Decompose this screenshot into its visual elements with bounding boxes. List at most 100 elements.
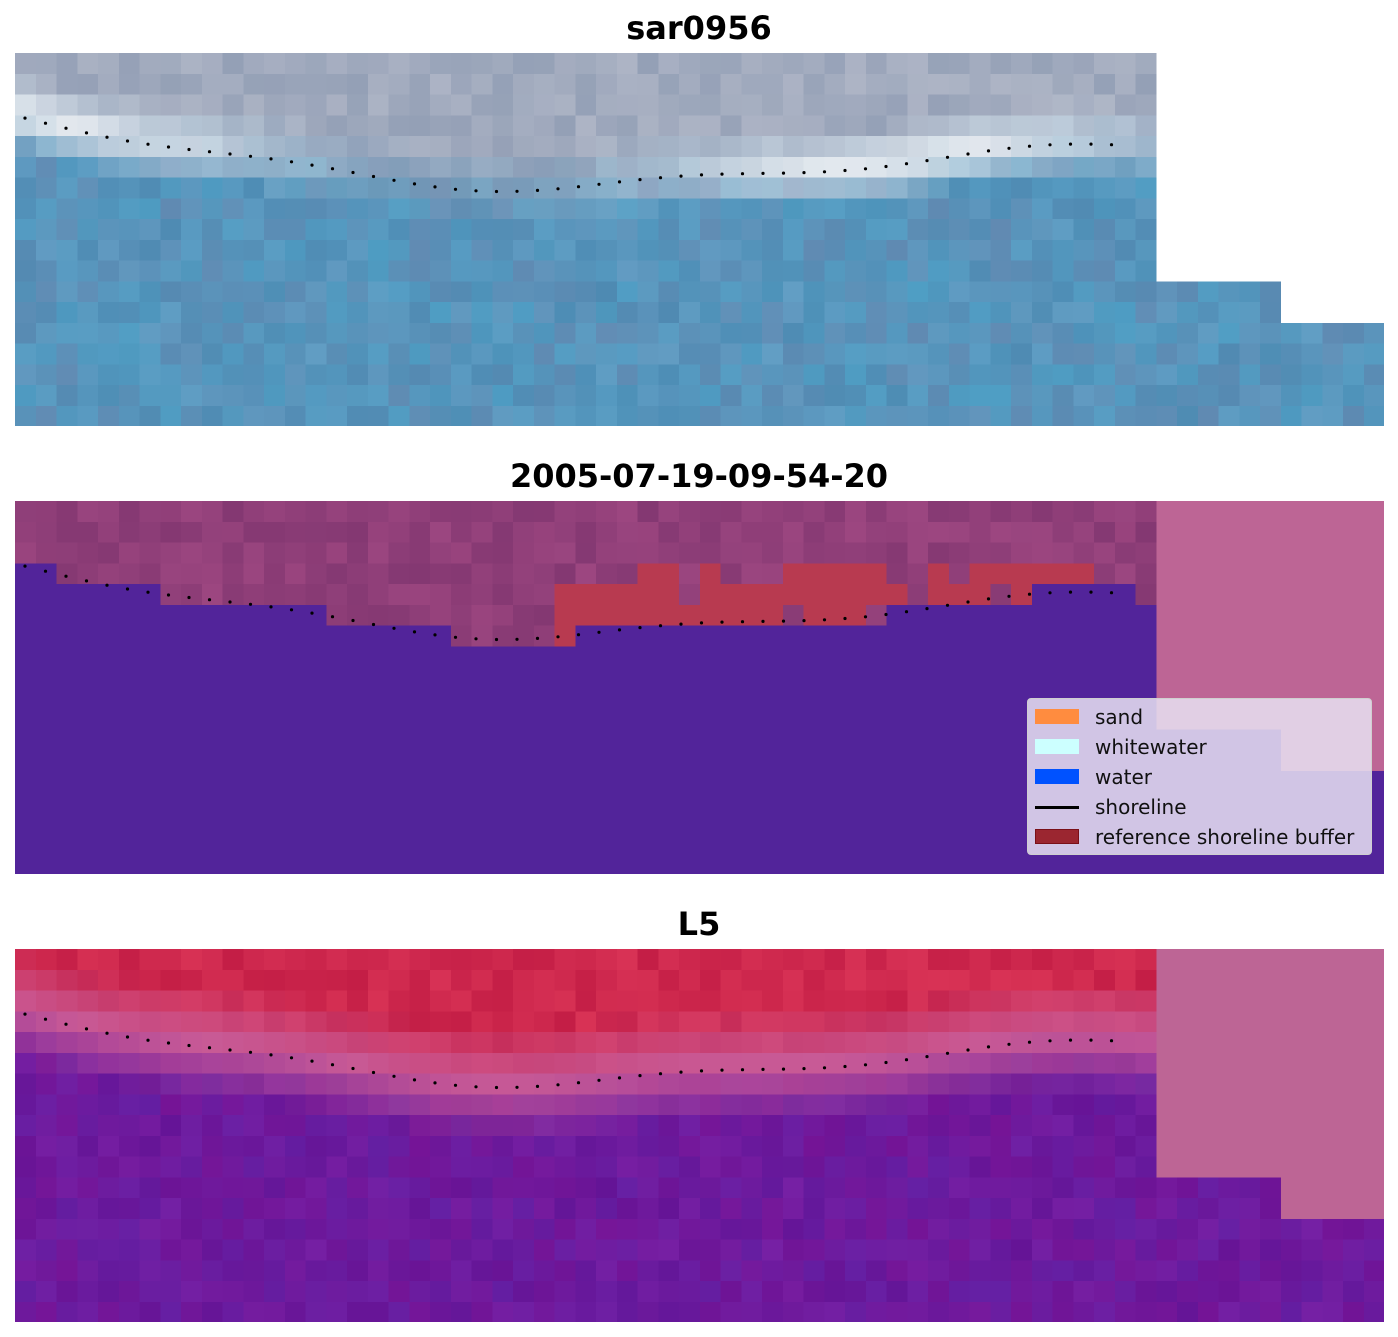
shoreline-point — [617, 1076, 622, 1080]
shoreline-point — [1089, 142, 1093, 146]
shoreline-point — [843, 1064, 847, 1069]
legend-label-sand: sand — [1095, 705, 1144, 729]
shoreline-point — [228, 1048, 232, 1052]
shoreline-point — [310, 163, 314, 167]
shoreline-point — [433, 633, 437, 637]
shoreline-point — [166, 1041, 171, 1045]
shoreline-point — [1089, 590, 1093, 594]
shoreline-point — [863, 615, 868, 619]
shoreline-point — [330, 615, 335, 619]
shoreline-point — [1109, 591, 1114, 595]
shoreline-point — [84, 579, 89, 583]
shoreline-point — [64, 1022, 68, 1026]
shoreline-point — [597, 182, 601, 186]
shoreline-point — [228, 152, 232, 156]
shoreline-point — [966, 1048, 970, 1052]
legend-item-shoreline: shoreline — [1028, 791, 1371, 821]
shoreline-point — [761, 1067, 765, 1071]
shoreline-point — [412, 182, 417, 186]
shoreline-point — [125, 139, 130, 143]
shoreline-point — [740, 172, 745, 176]
shoreline-point — [371, 622, 376, 627]
panel-title-index: L5 — [677, 905, 721, 943]
shoreline-point — [23, 116, 27, 120]
shoreline-point — [904, 1058, 909, 1062]
shoreline-point — [207, 150, 212, 154]
shoreline-point — [166, 593, 171, 597]
legend-label-whitewater: whitewater — [1095, 735, 1207, 759]
shoreline-dots — [23, 116, 1114, 194]
reference-buffer-swatch — [1035, 829, 1079, 844]
shoreline-point — [1109, 143, 1114, 147]
classification-image-panel — [15, 501, 1384, 874]
shoreline-point — [289, 160, 294, 164]
shoreline-point — [1027, 592, 1032, 596]
shoreline-point — [761, 619, 765, 623]
shoreline-point — [986, 597, 991, 601]
shoreline-point — [781, 619, 786, 623]
shoreline-point — [494, 1085, 499, 1090]
shoreline-point — [248, 154, 253, 158]
shoreline-point — [720, 172, 724, 176]
shoreline-point — [638, 626, 642, 630]
shoreline-point — [187, 595, 191, 600]
shoreline-point — [23, 564, 27, 568]
shoreline-point — [84, 1027, 89, 1031]
shoreline-point — [535, 1084, 540, 1088]
shoreline-point — [248, 1050, 253, 1054]
shoreline-point — [43, 121, 48, 125]
shoreline-point — [207, 1046, 212, 1050]
shoreline-point — [802, 171, 806, 175]
shoreline-point — [1048, 591, 1052, 595]
shoreline-point — [23, 1012, 27, 1016]
shoreline-point — [617, 180, 622, 184]
shoreline-point — [986, 149, 991, 153]
shoreline-point — [740, 1068, 745, 1072]
shoreline-point — [638, 178, 642, 182]
sand-swatch — [1035, 709, 1079, 724]
shoreline-point — [638, 1074, 642, 1078]
shoreline-point — [843, 168, 847, 173]
shoreline-point — [884, 1060, 888, 1065]
shoreline-point — [945, 155, 950, 159]
shoreline-point — [822, 170, 827, 174]
shoreline-point — [1048, 143, 1052, 147]
shoreline-point — [761, 171, 765, 175]
shoreline-point — [822, 1066, 827, 1070]
legend-label-shoreline: shoreline — [1095, 795, 1187, 819]
shoreline-point — [64, 574, 68, 578]
shoreline-point — [125, 1035, 130, 1039]
shoreline-dots — [23, 1012, 1114, 1090]
shoreline-point — [597, 630, 601, 634]
shoreline-point — [146, 1038, 150, 1042]
shoreline-point — [576, 185, 581, 189]
shoreline-point — [248, 602, 253, 606]
shoreline-point — [925, 1055, 929, 1059]
shoreline-point — [392, 1074, 396, 1078]
shoreline-point — [187, 147, 191, 152]
shoreline-point — [453, 187, 458, 191]
shoreline-point — [945, 603, 950, 607]
shoreline-point — [658, 624, 663, 628]
shoreline-point — [310, 611, 314, 615]
rgb-image-panel — [15, 53, 1384, 426]
shoreline-point — [84, 131, 89, 135]
shoreline-point — [351, 170, 355, 175]
panel-title-classification: 2005-07-19-09-54-20 — [509, 457, 889, 495]
legend: sand whitewater water shoreline referenc… — [1027, 698, 1372, 855]
shoreline-point — [679, 174, 683, 178]
shoreline-point — [802, 1067, 806, 1071]
whitewater-swatch — [1035, 739, 1079, 754]
shoreline-point — [945, 1051, 950, 1055]
shoreline-point — [535, 188, 540, 192]
legend-label-water: water — [1095, 765, 1152, 789]
shoreline-point — [904, 162, 909, 166]
shoreline-point — [699, 173, 704, 177]
pixel-grid — [15, 501, 1384, 874]
shoreline-point — [658, 176, 663, 180]
pixel-grid — [15, 53, 1384, 426]
shoreline-point — [699, 1069, 704, 1073]
shoreline-point — [1007, 594, 1011, 598]
index-image-panel — [15, 949, 1384, 1322]
shoreline-point — [228, 600, 232, 604]
